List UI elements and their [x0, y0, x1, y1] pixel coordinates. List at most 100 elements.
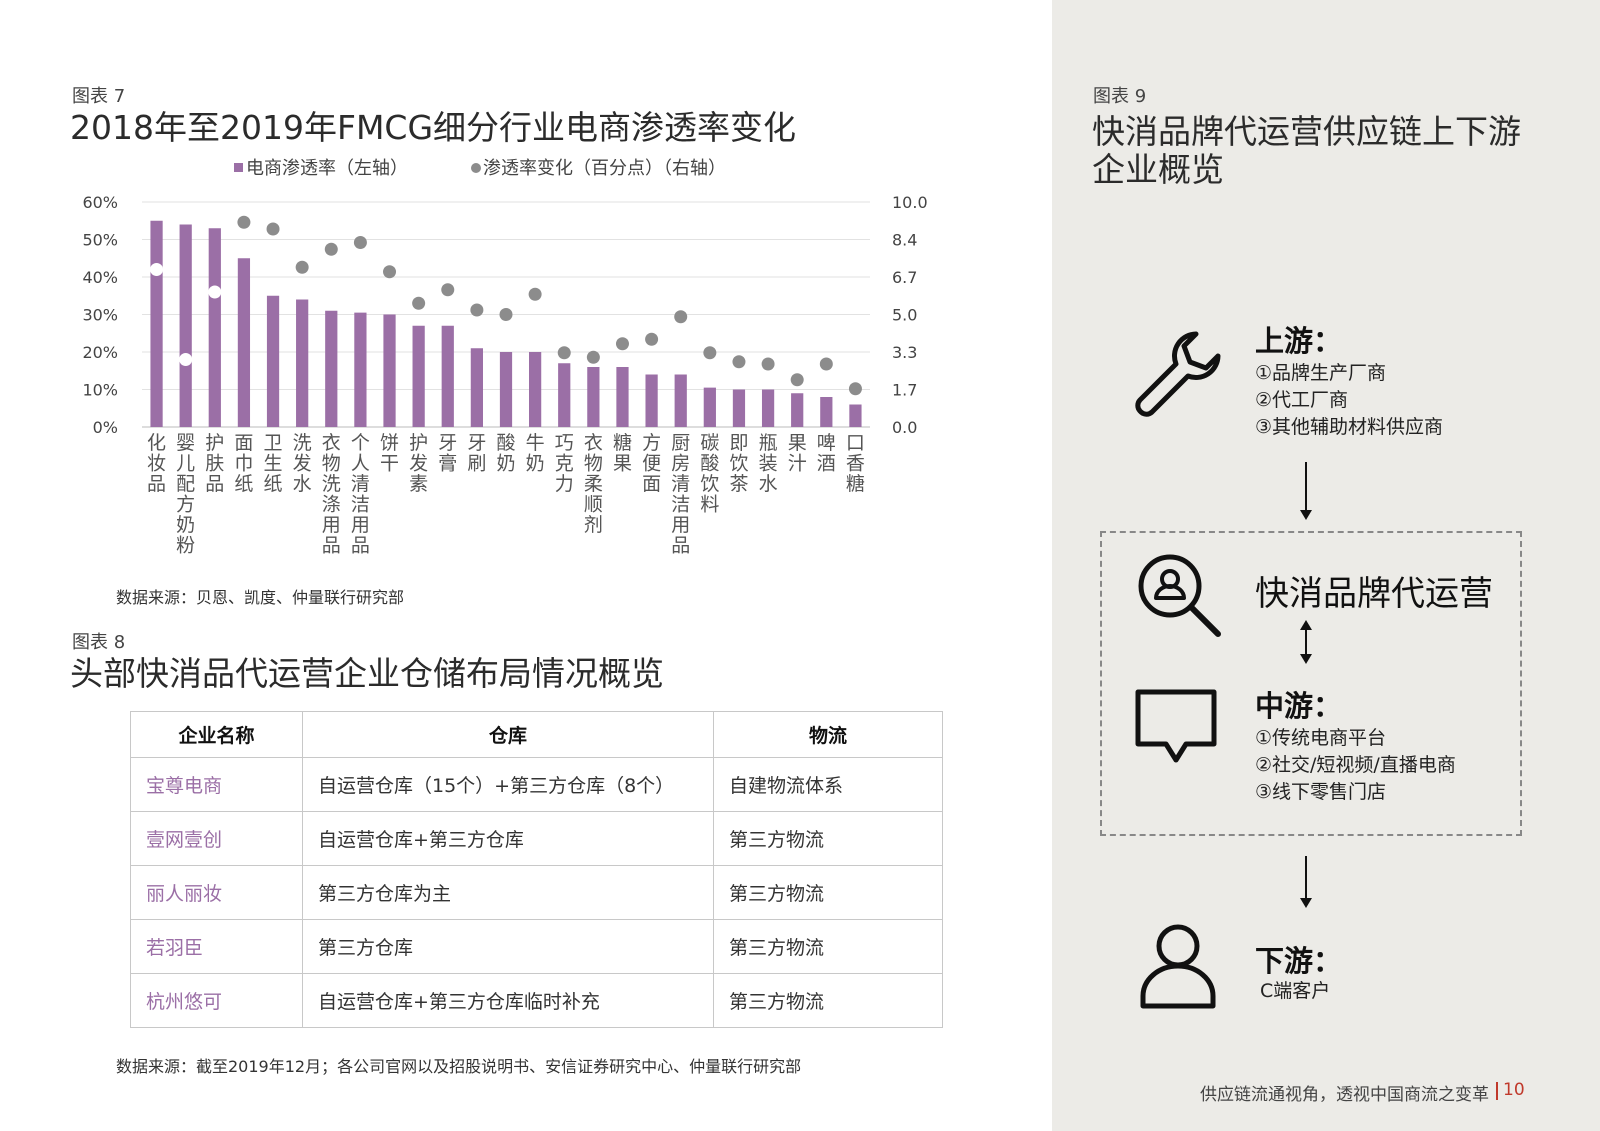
- data-point: [179, 353, 193, 366]
- category-label: 瓶装水: [759, 432, 778, 495]
- data-point: [645, 332, 659, 346]
- bar: [587, 367, 600, 427]
- bar: [383, 314, 396, 427]
- upstream-item: ③其他辅助材料供应商: [1255, 416, 1444, 438]
- category-label: 啤酒: [817, 432, 836, 475]
- y-right-tick-label: 8.4: [892, 231, 917, 250]
- category-label: 卫生纸: [264, 432, 283, 495]
- data-point: [819, 357, 833, 371]
- category-label: 口香糖: [846, 432, 865, 495]
- data-point: [528, 287, 542, 301]
- data-point: [586, 350, 600, 364]
- category-label: 衣物洗涤用品: [322, 432, 341, 557]
- data-point: [790, 373, 804, 387]
- y-left-tick-label: 40%: [82, 268, 118, 287]
- category-label: 糖果: [613, 432, 632, 475]
- upstream-title: 上游：: [1255, 324, 1343, 358]
- bar: [470, 348, 483, 427]
- midstream-item: ③线下零售门店: [1255, 781, 1387, 803]
- y-right-tick-label: 6.7: [892, 268, 917, 287]
- penetration-chart-svg: 0% 10% 20% 30% 40% 50% 60% 0.0 1.7 3.3 5.0 6.7 8.4 10…: [82, 158, 928, 557]
- fig9-label: 图表 9: [1093, 86, 1147, 107]
- bar: [558, 363, 571, 427]
- arrow-down-icon: [1300, 856, 1312, 908]
- category-label: 个人清洁用品: [351, 432, 370, 557]
- table-header-row: 企业名称 仓库 物流: [130, 711, 943, 758]
- category-label: 牛奶: [526, 432, 545, 475]
- data-point: [732, 355, 746, 369]
- data-point: [761, 357, 775, 371]
- y-left-tick-label: 50%: [82, 231, 118, 250]
- bar: [266, 295, 280, 427]
- person-icon: [1140, 924, 1216, 1009]
- data-point: [295, 260, 309, 274]
- category-label: 洗发水: [293, 432, 312, 495]
- midstream-item: ②社交/短视频/直播电商: [1255, 754, 1456, 776]
- footer-text: 供应链流通视角，透视中国商流之变革: [1200, 1085, 1489, 1105]
- upstream-item: ②代工厂商: [1255, 389, 1349, 411]
- legend-dot-swatch: [471, 163, 481, 173]
- midstream-box: [1100, 531, 1522, 836]
- data-point: [237, 215, 251, 229]
- bar: [296, 299, 309, 427]
- table-row: 宝尊电商 自运营仓库（15个）+第三方仓库（8个） 自建物流体系: [130, 757, 943, 812]
- logistics-cell: 自建物流体系: [713, 757, 943, 812]
- table-row: 杭州悠可 自运营仓库+第三方仓库临时补充 第三方物流: [130, 973, 943, 1028]
- category-label: 方便面: [642, 432, 661, 495]
- category-label: 面巾纸: [234, 432, 253, 495]
- bar: [703, 387, 716, 427]
- bar: [354, 312, 367, 427]
- fig7-title: 2018年至2019年FMCG细分行业电商渗透率变化: [70, 108, 797, 147]
- y-left-tick-label: 20%: [82, 343, 118, 362]
- warehouse-cell: 自运营仓库+第三方仓库: [302, 811, 714, 866]
- bar: [529, 352, 542, 427]
- arrow-down-icon: [1300, 462, 1312, 520]
- data-point: [353, 236, 367, 249]
- bar: [761, 389, 775, 427]
- category-label: 饼干: [380, 432, 399, 475]
- bar: [441, 325, 454, 427]
- y-right-tick-label: 1.7: [892, 381, 917, 400]
- footer-separator: [1496, 1082, 1498, 1100]
- midstream-item: ①传统电商平台: [1255, 727, 1387, 749]
- data-point: [441, 283, 455, 297]
- wrench-icon: [1135, 331, 1221, 417]
- data-point: [383, 265, 397, 279]
- category-label: 婴儿配方奶粉: [176, 432, 195, 557]
- bar: [616, 367, 629, 427]
- y-left-tick-label: 60%: [82, 193, 118, 212]
- table-row: 若羽臣 第三方仓库 第三方物流: [130, 919, 943, 974]
- y-right-tick-label: 3.3: [892, 343, 917, 362]
- fig7-source: 数据来源：贝恩、凯度、仲量联行研究部: [116, 588, 405, 607]
- bar: [499, 352, 513, 427]
- data-point: [470, 303, 484, 317]
- category-label: 护发素: [409, 432, 428, 495]
- category-label: 果汁: [788, 432, 807, 475]
- midstream-title: 中游：: [1255, 689, 1343, 723]
- fig8-title: 头部快消品代运营企业仓储布局情况概览: [70, 654, 664, 693]
- category-label: 衣物柔顺剂: [584, 432, 603, 536]
- bar: [412, 325, 425, 427]
- company-name: 壹网壹创: [130, 811, 303, 866]
- bar: [732, 389, 746, 427]
- legend-dot-label: 渗透率变化（百分点）（右轴）: [483, 158, 726, 179]
- data-point: [557, 346, 571, 360]
- y-right-tick-label: 0.0: [892, 418, 917, 437]
- company-name: 丽人丽妆: [130, 865, 303, 920]
- warehouse-cell: 第三方仓库为主: [302, 865, 714, 920]
- upstream-item: ①品牌生产厂商: [1255, 362, 1387, 384]
- bar: [820, 397, 833, 427]
- warehouse-cell: 第三方仓库: [302, 919, 714, 974]
- core-title: 快消品牌代运营: [1255, 574, 1493, 614]
- downstream-title: 下游：: [1255, 944, 1343, 978]
- legend-bar-label: 电商渗透率（左轴）: [246, 158, 408, 179]
- legend-bar-swatch: [234, 163, 243, 172]
- y-right-tick-label: 5.0: [892, 306, 917, 325]
- page-number: 10: [1503, 1080, 1525, 1100]
- search-user-icon: [1138, 554, 1221, 637]
- company-name: 杭州悠可: [130, 973, 303, 1028]
- y-right-tick-label: 10.0: [892, 193, 928, 212]
- bar: [237, 258, 251, 427]
- data-point: [615, 337, 629, 351]
- logistics-cell: 第三方物流: [713, 811, 943, 866]
